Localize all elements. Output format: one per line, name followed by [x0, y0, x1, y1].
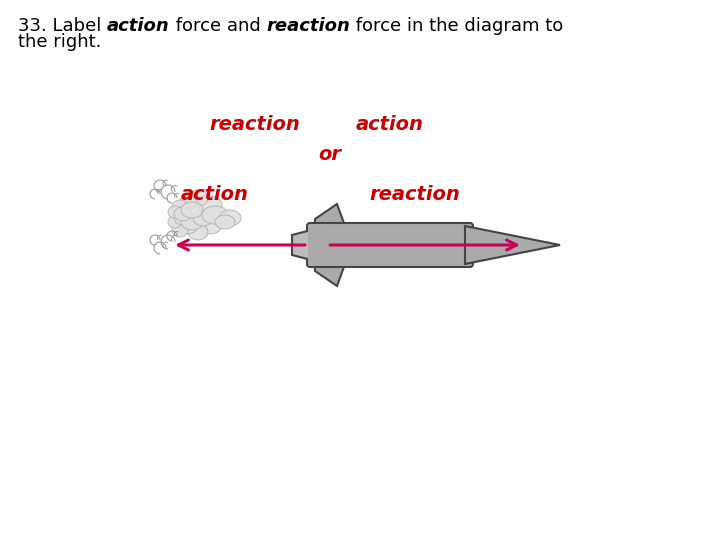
Text: 33. Label: 33. Label — [18, 17, 107, 35]
Ellipse shape — [174, 211, 192, 225]
Ellipse shape — [215, 215, 235, 229]
Ellipse shape — [172, 200, 188, 214]
Text: action: action — [107, 17, 170, 35]
Text: the right.: the right. — [18, 33, 102, 51]
Ellipse shape — [179, 196, 197, 210]
Ellipse shape — [168, 206, 182, 218]
Ellipse shape — [174, 207, 192, 221]
Polygon shape — [315, 264, 345, 286]
Polygon shape — [465, 226, 560, 264]
Text: reaction: reaction — [210, 115, 300, 134]
Text: reaction: reaction — [369, 185, 460, 204]
Ellipse shape — [188, 190, 208, 206]
Text: action: action — [356, 115, 424, 134]
Ellipse shape — [202, 206, 228, 224]
Ellipse shape — [179, 220, 197, 234]
Ellipse shape — [172, 223, 188, 237]
Ellipse shape — [168, 216, 182, 228]
Text: or: or — [318, 145, 341, 164]
Ellipse shape — [181, 214, 203, 230]
FancyBboxPatch shape — [307, 223, 473, 267]
Text: force in the diagram to: force in the diagram to — [350, 17, 564, 35]
FancyBboxPatch shape — [308, 224, 327, 266]
Ellipse shape — [219, 210, 241, 226]
Ellipse shape — [198, 196, 222, 214]
Polygon shape — [292, 229, 315, 261]
Ellipse shape — [181, 202, 203, 218]
Ellipse shape — [188, 224, 208, 240]
Ellipse shape — [193, 210, 213, 226]
Polygon shape — [315, 204, 345, 226]
Text: reaction: reaction — [266, 17, 350, 35]
Text: force and: force and — [170, 17, 266, 35]
Ellipse shape — [198, 216, 222, 234]
Text: action: action — [181, 185, 249, 204]
